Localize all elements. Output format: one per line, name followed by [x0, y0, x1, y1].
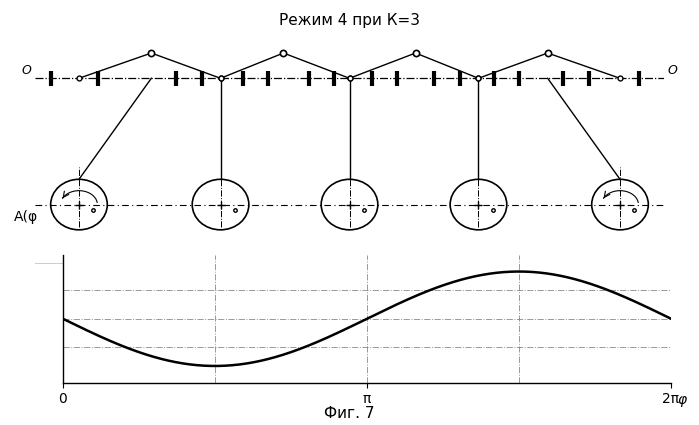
- Text: O: O: [22, 64, 32, 77]
- Text: A(φ: A(φ: [14, 210, 38, 224]
- Text: Фиг. 7: Фиг. 7: [324, 406, 375, 421]
- Text: O: O: [667, 64, 677, 77]
- Text: Режим 4 при К=3: Режим 4 при К=3: [279, 13, 420, 28]
- Text: φ: φ: [677, 393, 686, 407]
